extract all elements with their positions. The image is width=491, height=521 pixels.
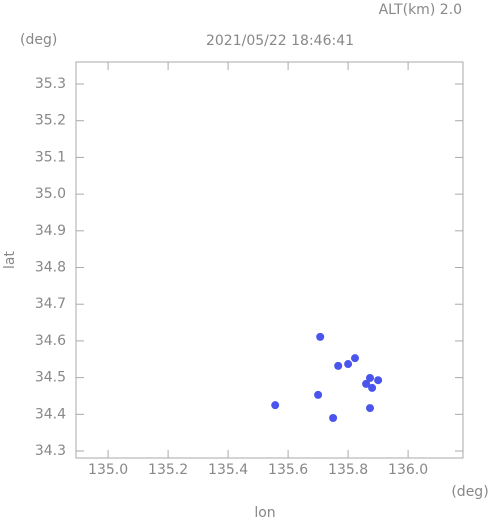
echo-point (329, 413, 338, 422)
y-tick-label: 34.5 (35, 370, 66, 386)
x-tick-label: 135.6 (268, 462, 308, 478)
x-axis-label: lon (254, 505, 275, 521)
chart-subtitle: ALT(km) 2.0 (379, 2, 462, 18)
y-tick-label: 35.1 (35, 149, 66, 165)
y-tick-label: 34.4 (35, 406, 66, 422)
chart-title: 2021/05/22 18:46:41 (206, 33, 354, 49)
echo-point (334, 361, 343, 370)
echo-point (368, 383, 377, 392)
echo-point (366, 373, 374, 382)
y-tick-label: 34.3 (35, 443, 66, 459)
y-tick-label: 35.3 (35, 76, 66, 92)
echo-point (351, 354, 359, 363)
y-tick-label: 34.9 (35, 223, 66, 239)
plot-frame (75, 61, 464, 459)
y-tick-label: 34.7 (35, 296, 66, 312)
x-tick-label: 136.0 (388, 462, 428, 478)
echo-point (271, 401, 280, 410)
echo-point (316, 332, 325, 341)
echo-point (362, 379, 371, 388)
x-tick-label: 135.2 (148, 462, 188, 478)
y-axis-label: lat (2, 251, 18, 269)
y-tick-label: 34.6 (35, 333, 66, 349)
echo-point (366, 404, 374, 413)
x-tick-label: 135.0 (88, 462, 128, 478)
y-tick-label: 35.0 (35, 186, 66, 202)
x-unit: (deg) (451, 484, 488, 500)
y-tick-label: 34.8 (35, 260, 66, 276)
y-tick-label: 35.2 (35, 113, 66, 129)
y-unit: (deg) (20, 32, 57, 48)
x-tick-label: 135.8 (328, 462, 368, 478)
echo-point (344, 360, 353, 369)
echo-point (314, 390, 323, 399)
x-tick-label: 135.4 (208, 462, 248, 478)
echo-point (374, 376, 383, 385)
